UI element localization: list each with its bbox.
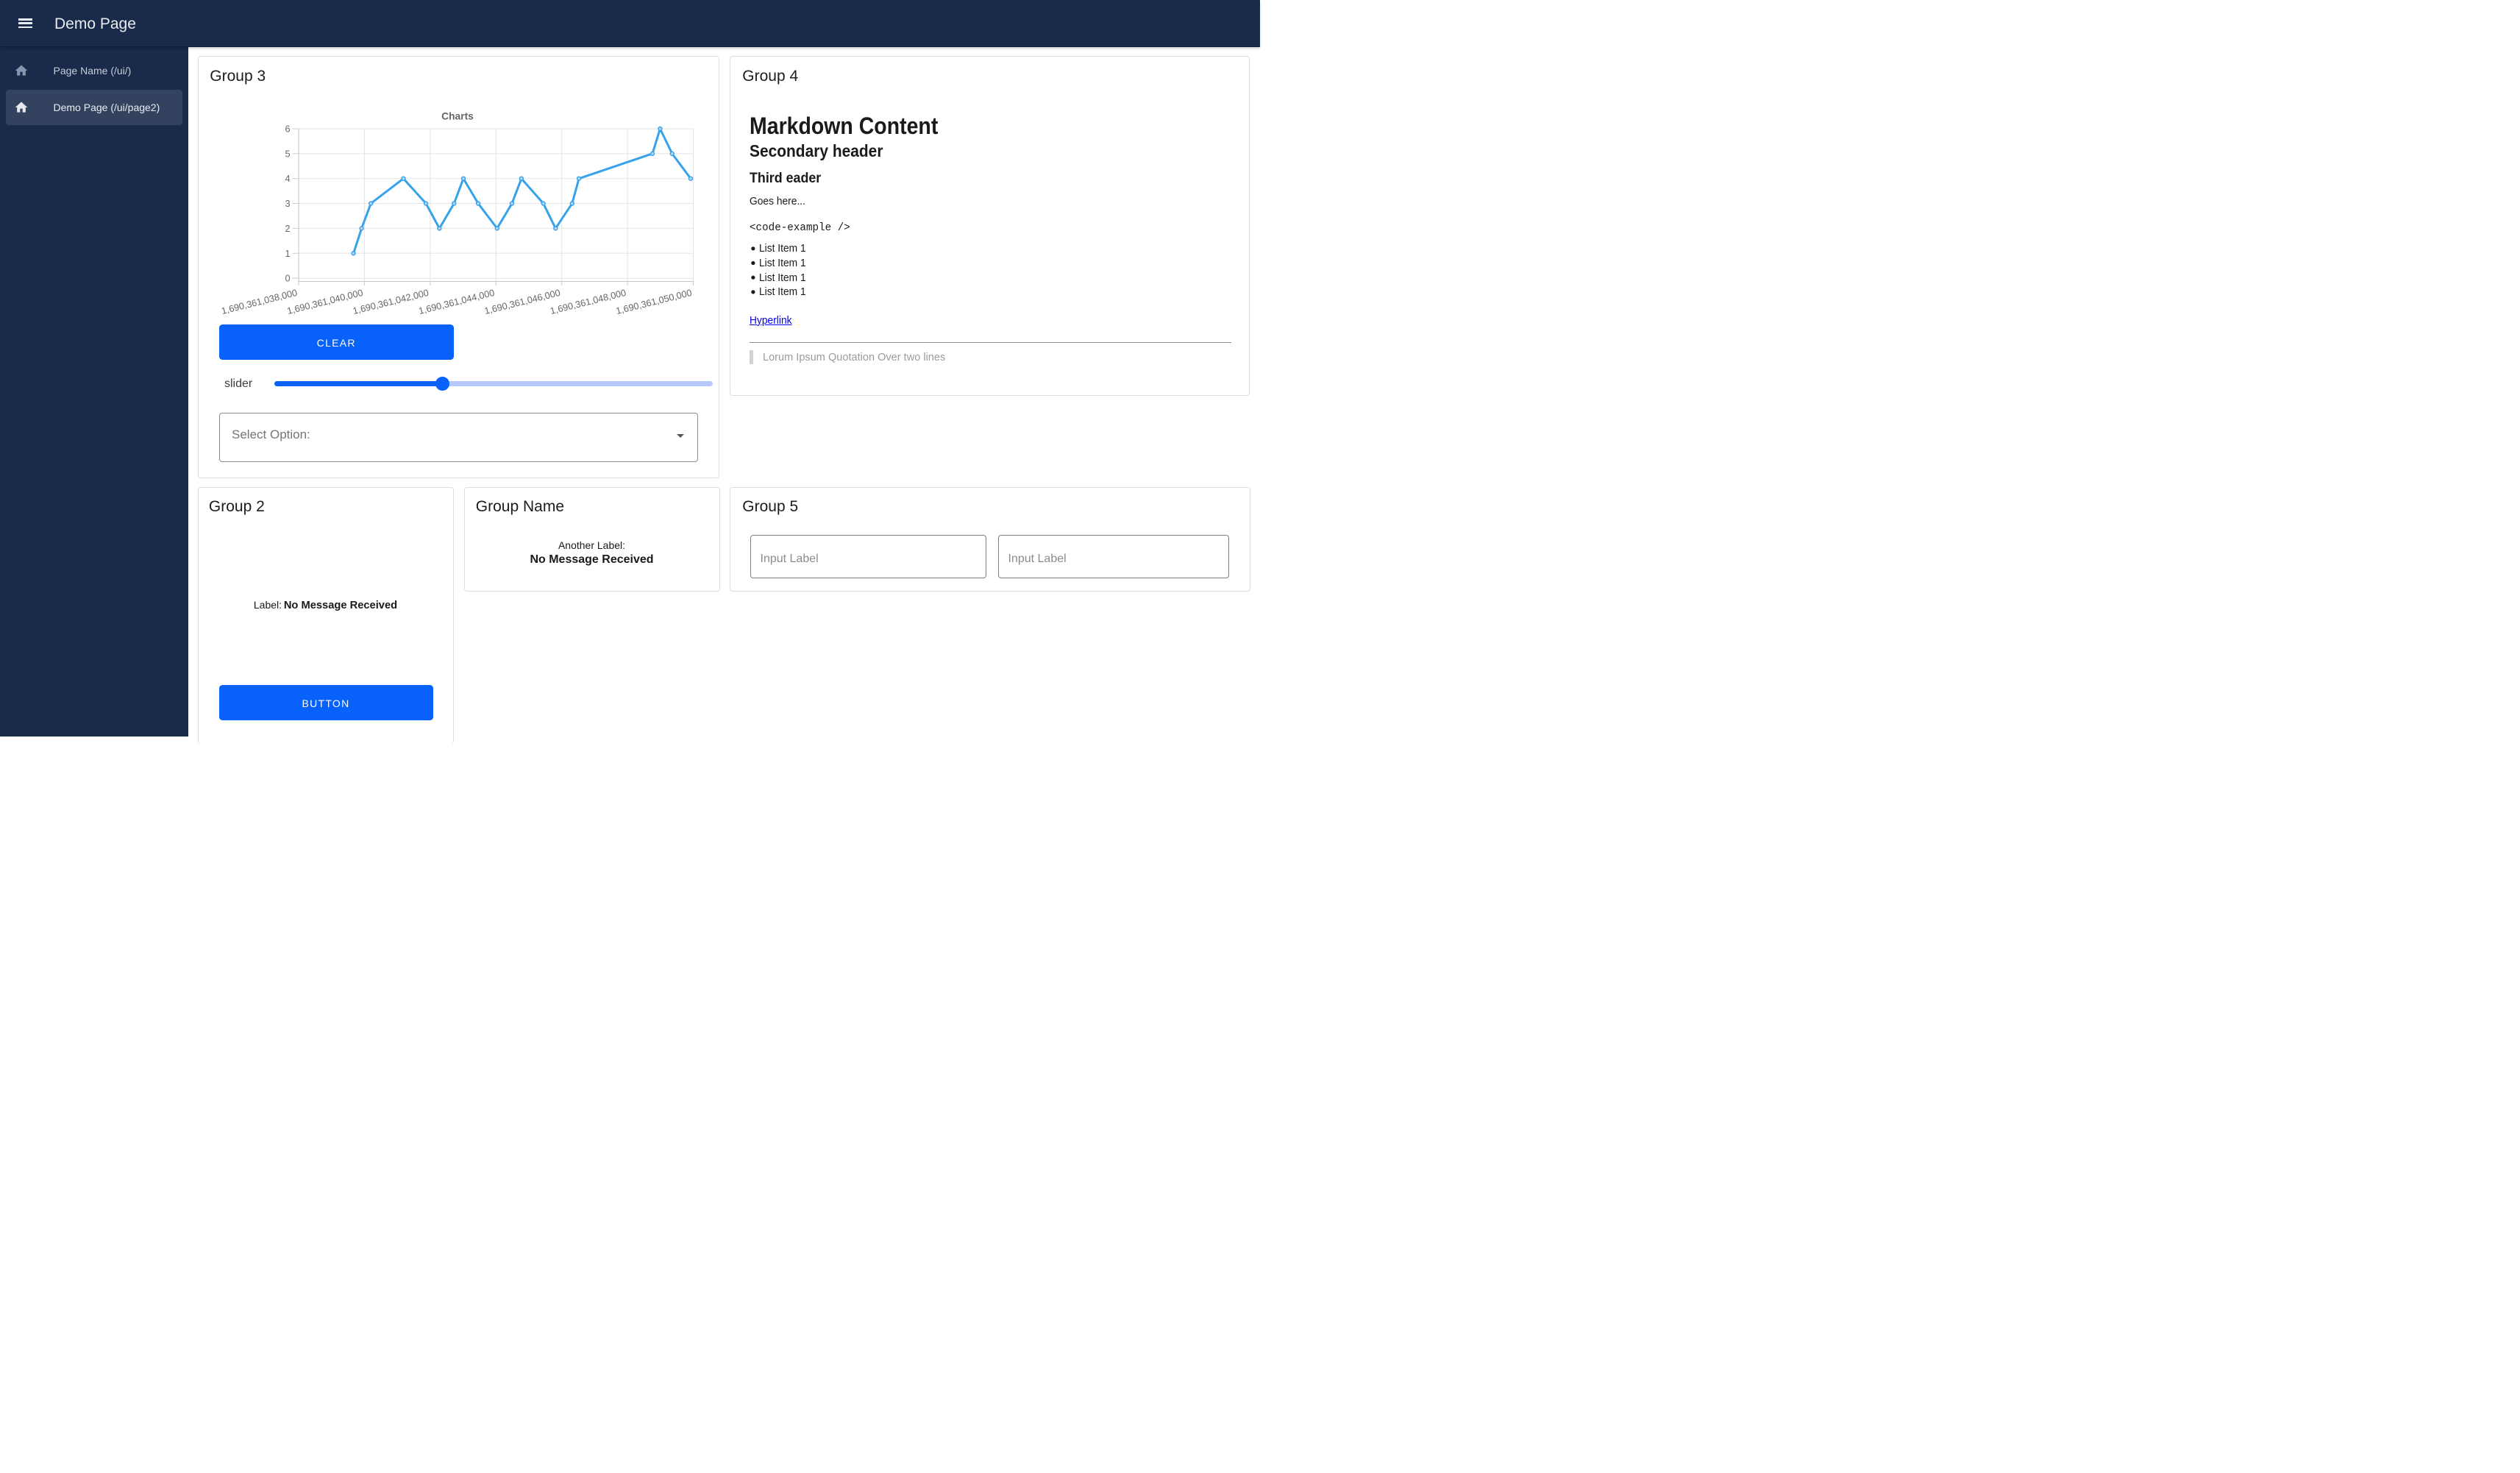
svg-text:4: 4 [285,174,290,184]
svg-text:0: 0 [285,274,290,284]
svg-text:1,690,361,048,000: 1,690,361,048,000 [549,288,627,316]
svg-text:3: 3 [285,199,290,209]
svg-text:1: 1 [285,249,290,259]
svg-text:1,690,361,050,000: 1,690,361,050,000 [615,288,693,316]
svg-text:6: 6 [285,124,290,135]
svg-text:1,690,361,040,000: 1,690,361,040,000 [286,288,364,316]
svg-text:1,690,361,046,000: 1,690,361,046,000 [483,288,561,316]
svg-text:1,690,361,044,000: 1,690,361,044,000 [418,288,496,316]
svg-text:5: 5 [285,149,290,159]
svg-text:1,690,361,038,000: 1,690,361,038,000 [220,288,298,316]
svg-text:Charts: Charts [441,110,474,121]
svg-text:1,690,361,042,000: 1,690,361,042,000 [352,288,430,316]
svg-text:2: 2 [285,224,290,234]
